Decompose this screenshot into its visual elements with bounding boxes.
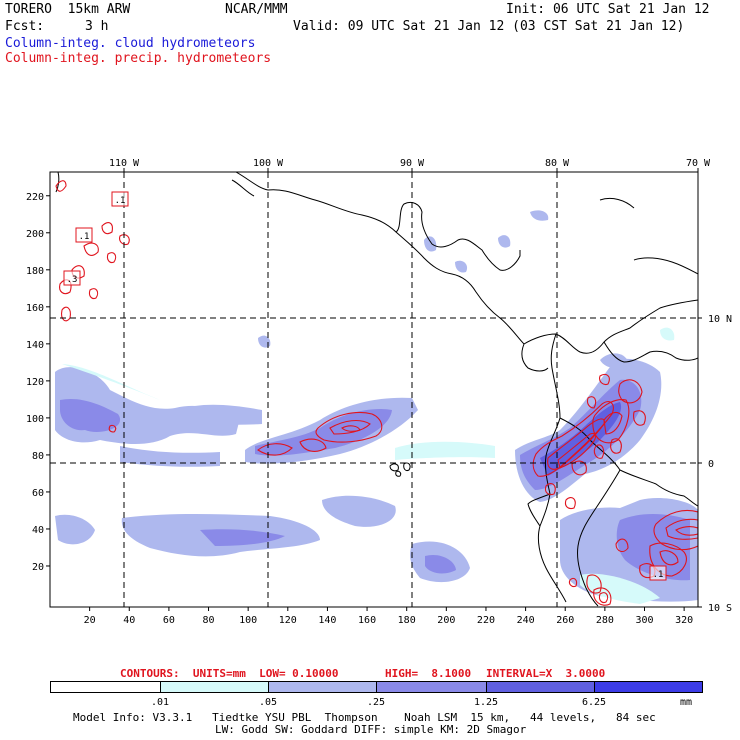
x-tick-label: 320 <box>675 615 693 626</box>
y-tick-label: 100 <box>26 414 44 425</box>
contour-label-box <box>63 270 81 286</box>
contour-label: .1 <box>653 570 664 580</box>
x-tick-label: 140 <box>318 615 336 626</box>
x-tick-label: 160 <box>358 615 376 626</box>
x-tick-label: 200 <box>437 615 455 626</box>
contour-units: CONTOURS: UNITS=mm LOW= 0.10000 <box>120 667 339 680</box>
x-tick-label: 180 <box>398 615 416 626</box>
lat-lon-graticule <box>50 172 698 607</box>
y-tick-label: 200 <box>26 229 44 240</box>
axis-ticks <box>46 168 702 611</box>
precip-contours <box>55 180 698 606</box>
colorbar-tick-label: 6.25 <box>581 697 607 708</box>
contour-label: .1 <box>79 232 90 242</box>
longitude-label: 80 W <box>545 158 570 169</box>
contour-high: HIGH= 8.1000 <box>385 667 472 680</box>
colorbar-tick-label: .25 <box>366 697 386 708</box>
colorbar-segment <box>486 681 595 693</box>
x-tick-label: 20 <box>84 615 96 626</box>
y-tick-label: 20 <box>32 562 44 573</box>
y-tick-label: 140 <box>26 340 44 351</box>
organization: NCAR/MMM <box>225 2 288 17</box>
x-tick-label: 280 <box>596 615 614 626</box>
contour-value-labels: .1 .1 .3 .1 <box>63 191 667 581</box>
x-tick-label: 260 <box>556 615 574 626</box>
longitude-label: 100 W <box>253 158 284 169</box>
plot-frame <box>49 171 699 608</box>
contour-label-box <box>75 227 93 243</box>
y-tick-label: 220 <box>26 192 44 203</box>
x-tick-label: 100 <box>239 615 257 626</box>
y-tick-label: 60 <box>32 488 44 499</box>
valid-time: Valid: 09 UTC Sat 21 Jan 12 (03 CST Sat … <box>293 19 685 34</box>
x-tick-label: 80 <box>203 615 215 626</box>
x-tick-label: 120 <box>279 615 297 626</box>
y-tick-label: 40 <box>32 525 44 536</box>
colorbar-segment <box>594 681 703 693</box>
cloud-hydrometeor-shading <box>55 210 698 604</box>
latitude-label: 10 N <box>708 314 732 325</box>
x-tick-label: 40 <box>123 615 135 626</box>
colorbar-segment <box>50 681 161 693</box>
y-tick-label: 180 <box>26 266 44 277</box>
longitude-label: 70 W <box>686 158 711 169</box>
coastlines <box>55 172 698 607</box>
contour-label: .1 <box>115 196 126 206</box>
model-physics: LW: Godd SW: Goddard DIFF: simple KM: 2D… <box>215 723 527 736</box>
contour-label-box <box>649 565 667 581</box>
y-tick-label: 80 <box>32 451 44 462</box>
x-tick-label: 300 <box>635 615 653 626</box>
colorbar-segment <box>376 681 487 693</box>
y-tick-label: 120 <box>26 377 44 388</box>
axis-labels: 220 200 180 160 140 120 100 80 60 40 20 20 40 60 80 100… <box>26 158 732 626</box>
latitude-label: 0 <box>708 459 714 470</box>
colorbar-tick-label: 1.25 <box>473 697 499 708</box>
x-tick-label: 220 <box>477 615 495 626</box>
model-name: TORERO 15km ARW <box>5 2 131 17</box>
colorbar-segment <box>268 681 377 693</box>
contour-interval: INTERVAL=X 3.0000 <box>486 667 606 680</box>
contour-label-box <box>111 191 129 207</box>
init-time: Init: 06 UTC Sat 21 Jan 12 <box>506 2 710 17</box>
colorbar-unit: mm <box>680 697 693 708</box>
precip-field-title: Column-integ. precip. hydrometeors <box>5 51 272 66</box>
cloud-field-title: Column-integ. cloud hydrometeors <box>5 36 256 51</box>
forecast-hour: 3 h <box>85 19 109 34</box>
y-tick-label: 160 <box>26 303 44 314</box>
x-tick-label: 60 <box>163 615 175 626</box>
longitude-label: 90 W <box>400 158 425 169</box>
colorbar-tick-label: .05 <box>258 697 278 708</box>
latitude-label: 10 S <box>708 603 732 614</box>
colorbar-tick-label: .01 <box>150 697 170 708</box>
colorbar-segment <box>160 681 269 693</box>
contour-label: .3 <box>67 275 78 285</box>
longitude-label: 110 W <box>109 158 140 169</box>
model-info: Model Info: V3.3.1 Tiedtke YSU PBL Thomp… <box>73 711 656 724</box>
forecast-label: Fcst: <box>5 19 45 34</box>
x-tick-label: 240 <box>517 615 535 626</box>
